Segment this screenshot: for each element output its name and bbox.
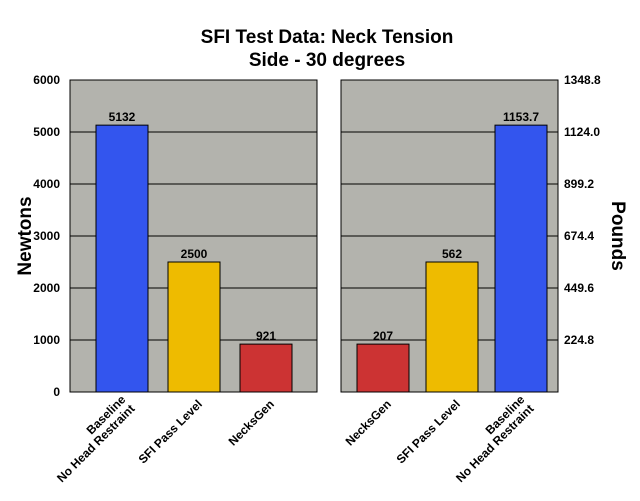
bar xyxy=(95,124,149,393)
y-right-tick-label: 1124.0 xyxy=(564,125,600,139)
category-label-line: SFI Pass Level xyxy=(136,397,205,466)
data-label: 2500 xyxy=(181,247,208,261)
y-tick-label: 5000 xyxy=(33,125,60,139)
data-label: 921 xyxy=(256,329,276,343)
chart-subtitle: Side - 30 degrees xyxy=(249,50,405,71)
y-axis-title-left: Newtons xyxy=(15,196,36,275)
bar xyxy=(167,261,221,393)
category-label-line: NecksGen xyxy=(343,397,394,448)
category-label: BaselineNo Head Restraint xyxy=(45,392,138,485)
data-label: 562 xyxy=(442,247,462,261)
data-label: 5132 xyxy=(109,110,136,124)
chart-title: SFI Test Data: Neck Tension xyxy=(201,27,454,48)
category-label: SFI Pass Level xyxy=(394,397,463,466)
y-axis-ticks-right: 224.8 449.6 674.4 899.2 1124.0 1348.8 xyxy=(564,73,601,347)
category-label: NecksGen xyxy=(343,397,394,448)
bars: 5132 2500 921 207 562 1153.7 xyxy=(95,110,548,393)
bar xyxy=(356,343,410,393)
y-tick-label: 3000 xyxy=(33,229,60,243)
y-axis-title-right: Pounds xyxy=(607,201,628,271)
bar xyxy=(425,261,479,393)
y-right-tick-label: 449.6 xyxy=(564,281,594,295)
y-tick-label: 1000 xyxy=(33,333,60,347)
category-label-line: NecksGen xyxy=(226,397,277,448)
data-label: 207 xyxy=(373,329,393,343)
data-label: 1153.7 xyxy=(503,110,539,124)
y-tick-label: 0 xyxy=(53,385,60,399)
y-right-tick-label: 1348.8 xyxy=(564,73,601,87)
category-label: SFI Pass Level xyxy=(136,397,205,466)
y-axis-ticks-left: 0 1000 2000 3000 4000 5000 6000 xyxy=(33,73,60,399)
y-tick-label: 4000 xyxy=(33,177,60,191)
category-label-line: SFI Pass Level xyxy=(394,397,463,466)
category-label: NecksGen xyxy=(226,397,277,448)
y-right-tick-label: 674.4 xyxy=(564,229,594,243)
y-tick-label: 2000 xyxy=(33,281,60,295)
y-right-tick-label: 224.8 xyxy=(564,333,594,347)
bar xyxy=(239,343,293,393)
bar xyxy=(494,124,548,393)
y-tick-label: 6000 xyxy=(33,73,60,87)
y-right-tick-label: 899.2 xyxy=(564,177,594,191)
